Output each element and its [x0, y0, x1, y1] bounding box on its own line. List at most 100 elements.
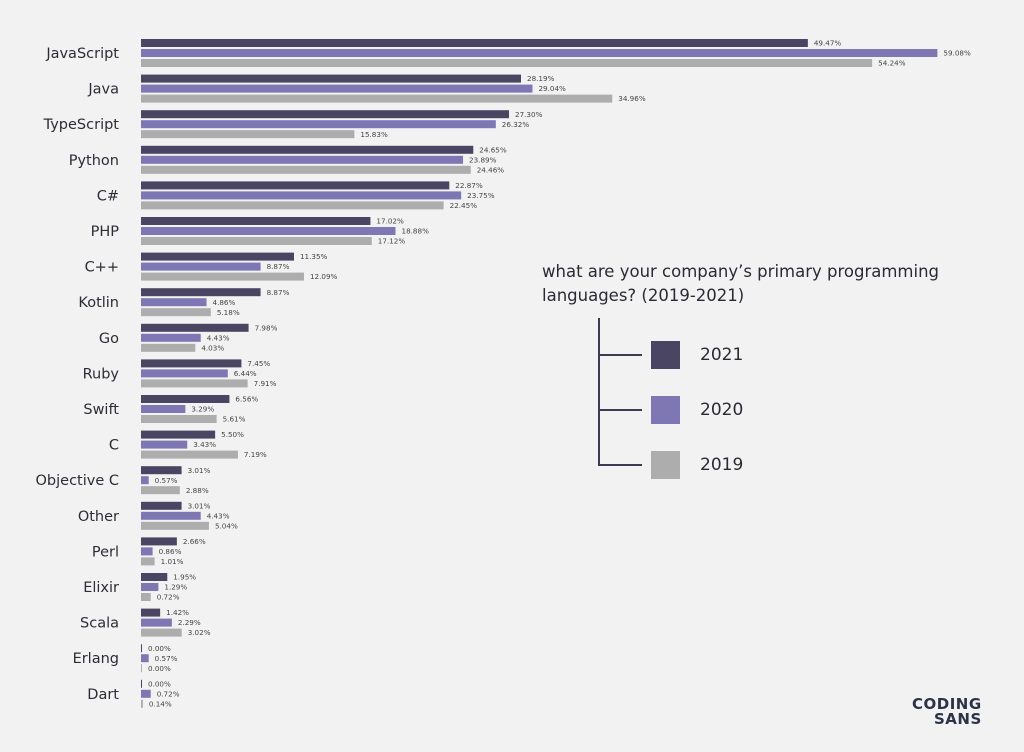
- value-label-python-2019: 24.46%: [477, 165, 505, 174]
- value-label-objective-c-2019: 2.88%: [186, 486, 209, 495]
- value-label-swift-2020: 3.29%: [191, 405, 214, 414]
- category-label-python: Python: [69, 153, 119, 169]
- value-label-other-2021: 3.01%: [188, 501, 211, 510]
- bar-cpp-2019: [141, 272, 304, 281]
- bar-scala-2019: [141, 628, 182, 637]
- bar-javascript-2019: [141, 59, 873, 67]
- bar-csharp-2019: [141, 201, 444, 210]
- value-label-typescript-2020: 26.32%: [502, 120, 530, 129]
- bar-c-2021: [141, 430, 216, 439]
- value-label-objective-c-2021: 3.01%: [188, 466, 211, 475]
- bar-perl-2019: [141, 557, 155, 566]
- category-label-csharp: C#: [97, 188, 119, 204]
- bar-python-2021: [141, 145, 474, 154]
- legend-swatch-2019: [651, 451, 680, 479]
- category-label-cpp: C++: [85, 260, 119, 276]
- value-label-python-2020: 23.89%: [469, 155, 497, 164]
- value-label-typescript-2019: 15.83%: [360, 130, 388, 139]
- legend-connector-branch-2020: [598, 409, 642, 411]
- category-label-perl: Perl: [92, 544, 119, 560]
- category-label-typescript: TypeScript: [43, 117, 120, 133]
- category-label-elixir: Elixir: [83, 580, 119, 596]
- chart-title: what are your company’s primary programm…: [542, 262, 940, 305]
- bar-kotlin-2019: [141, 308, 211, 317]
- bar-go-2019: [141, 343, 196, 352]
- coding-sans-logo: CODING SANS: [912, 697, 982, 727]
- value-label-javascript-2021: 49.47%: [814, 39, 842, 48]
- bar-typescript-2019: [141, 130, 355, 139]
- value-label-javascript-2019: 54.24%: [878, 59, 906, 68]
- bar-scala-2020: [141, 618, 172, 627]
- value-label-dart-2020: 0.72%: [157, 689, 180, 698]
- value-label-objective-c-2020: 0.57%: [155, 476, 178, 485]
- bar-erlang-2021: [141, 644, 142, 653]
- bar-csharp-2021: [141, 181, 450, 190]
- bar-csharp-2020: [141, 191, 462, 200]
- bar-cpp-2020: [141, 262, 261, 271]
- value-label-ruby-2019: 7.91%: [254, 379, 277, 388]
- bar-objective-c-2020: [141, 476, 149, 485]
- bar-ruby-2020: [141, 369, 228, 378]
- value-label-kotlin-2019: 5.18%: [217, 308, 240, 317]
- value-label-php-2021: 17.02%: [376, 217, 404, 226]
- bar-elixir-2021: [141, 573, 168, 581]
- category-label-swift: Swift: [83, 402, 119, 418]
- bar-erlang-2020: [141, 654, 149, 663]
- logo-line-1: CODING: [912, 695, 982, 713]
- legend-swatch-2020: [651, 396, 680, 424]
- bar-objective-c-2021: [141, 466, 182, 475]
- legend-connector-line: [598, 318, 600, 465]
- value-label-csharp-2019: 22.45%: [450, 201, 478, 210]
- bar-go-2020: [141, 333, 201, 342]
- value-label-scala-2020: 2.29%: [178, 618, 201, 627]
- bar-typescript-2020: [141, 120, 496, 129]
- value-label-php-2020: 18.88%: [402, 227, 430, 236]
- value-label-swift-2019: 5.61%: [223, 415, 246, 424]
- category-label-ruby: Ruby: [83, 366, 120, 382]
- bar-typescript-2021: [141, 110, 510, 119]
- legend-label-2021: 2021: [700, 345, 744, 365]
- value-label-erlang-2019: 0.00%: [148, 664, 171, 673]
- value-label-perl-2019: 1.01%: [161, 557, 184, 566]
- bar-other-2019: [141, 521, 209, 530]
- value-label-javascript-2020: 59.08%: [943, 49, 971, 58]
- category-label-other: Other: [78, 509, 119, 525]
- bar-elixir-2019: [141, 593, 151, 601]
- bar-dart-2019: [141, 699, 143, 708]
- value-label-elixir-2020: 1.29%: [164, 583, 187, 592]
- value-label-c-2019: 7.19%: [244, 450, 267, 459]
- value-label-python-2021: 24.65%: [479, 145, 507, 154]
- category-label-go: Go: [99, 331, 119, 347]
- value-label-perl-2020: 0.86%: [159, 547, 182, 556]
- category-label-javascript: JavaScript: [45, 46, 119, 62]
- category-label-php: PHP: [91, 224, 120, 240]
- bar-php-2021: [141, 217, 371, 225]
- value-label-erlang-2020: 0.57%: [155, 654, 178, 663]
- value-label-php-2019: 17.12%: [378, 237, 406, 246]
- bar-python-2020: [141, 155, 464, 164]
- value-label-csharp-2020: 23.75%: [467, 191, 495, 200]
- bar-other-2020: [141, 511, 201, 520]
- value-label-typescript-2021: 27.30%: [515, 110, 543, 119]
- bar-erlang-2019: [141, 664, 142, 673]
- category-label-kotlin: Kotlin: [78, 295, 119, 311]
- value-label-ruby-2021: 7.45%: [247, 359, 270, 368]
- value-label-kotlin-2021: 8.87%: [267, 288, 290, 297]
- bar-other-2021: [141, 501, 182, 510]
- value-label-dart-2019: 0.14%: [149, 699, 172, 708]
- bar-php-2019: [141, 237, 372, 245]
- bar-java-2019: [141, 94, 613, 103]
- bar-java-2021: [141, 74, 522, 83]
- bar-cpp-2021: [141, 252, 294, 261]
- value-label-scala-2019: 3.02%: [188, 628, 211, 637]
- bar-go-2021: [141, 323, 249, 332]
- logo-line-2: SANS: [934, 710, 982, 728]
- bar-objective-c-2019: [141, 486, 180, 495]
- bar-ruby-2021: [141, 359, 242, 368]
- value-label-cpp-2019: 12.09%: [310, 272, 338, 281]
- bar-c-2019: [141, 450, 238, 459]
- bar-elixir-2020: [141, 583, 159, 591]
- value-label-swift-2021: 6.56%: [235, 395, 258, 404]
- bar-scala-2021: [141, 608, 161, 617]
